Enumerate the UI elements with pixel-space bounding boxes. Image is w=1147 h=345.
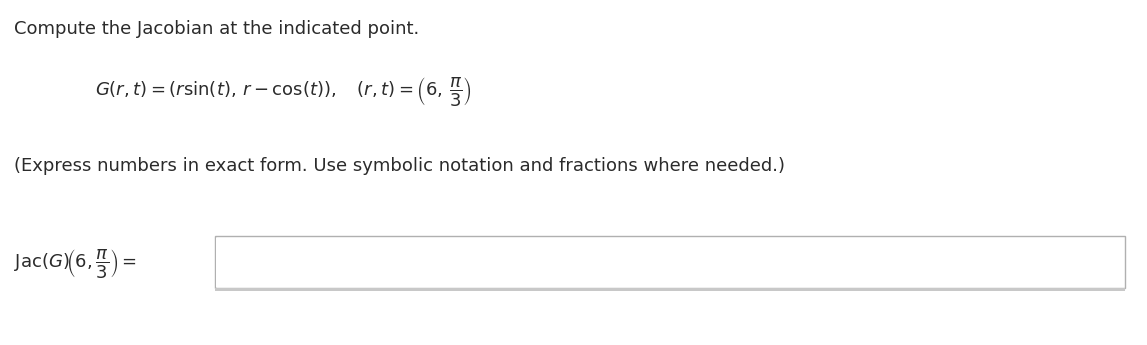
Text: Compute the Jacobian at the indicated point.: Compute the Jacobian at the indicated po… [14, 20, 420, 38]
Bar [216, 238, 1124, 287]
Bar [214, 288, 1125, 291]
Text: $G(r,t) = (r\sin(t),\, r - \cos(t)), \quad (r,t) = \left(6,\, \dfrac{\pi}{3}\rig: $G(r,t) = (r\sin(t),\, r - \cos(t)), \qu… [95, 75, 471, 108]
Bar [214, 236, 1125, 288]
Text: $\mathrm{Jac}(G)\!\left(6,\dfrac{\pi}{3}\right) =$: $\mathrm{Jac}(G)\!\left(6,\dfrac{\pi}{3}… [14, 246, 136, 279]
Text: (Express numbers in exact form. Use symbolic notation and fractions where needed: (Express numbers in exact form. Use symb… [14, 157, 785, 175]
